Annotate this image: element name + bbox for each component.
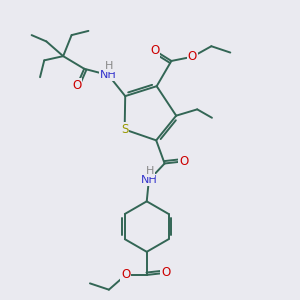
Text: NH: NH [100, 70, 117, 80]
Text: H: H [146, 166, 154, 176]
Text: O: O [72, 79, 82, 92]
Text: S: S [121, 123, 128, 136]
Text: O: O [179, 155, 188, 168]
Text: H: H [105, 61, 114, 70]
Text: NH: NH [140, 175, 157, 185]
Text: O: O [188, 50, 197, 63]
Text: O: O [150, 44, 159, 57]
Text: O: O [161, 266, 170, 279]
Text: O: O [121, 268, 130, 281]
